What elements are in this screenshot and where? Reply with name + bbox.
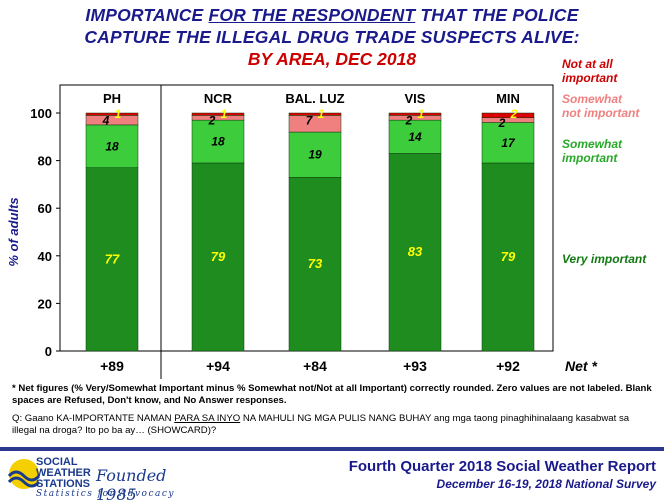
bar-segment	[191, 119, 245, 164]
data-label: 2	[498, 116, 506, 130]
title-line-2: CAPTURE THE ILLEGAL DRUG TRADE SUSPECTS …	[84, 27, 580, 47]
logo-tagline: Statistics for Advocacy	[36, 489, 175, 499]
data-label: 17	[501, 136, 516, 150]
bar-segment	[191, 112, 245, 116]
data-label: 1	[115, 107, 122, 121]
legend-item: Somewhat important	[562, 137, 623, 165]
bar-segment	[288, 115, 342, 133]
data-label: 2	[208, 113, 216, 127]
data-label: 83	[408, 244, 423, 259]
bar-segment	[388, 119, 442, 154]
y-axis-label: % of adults	[6, 197, 21, 266]
net-label: Net *	[565, 358, 597, 374]
logo-line-3: STATIONS	[36, 478, 90, 490]
question-footnote: Q: Gaano KA-IMPORTANTE NAMAN PARA SA INY…	[12, 413, 630, 436]
bar-segment	[288, 112, 342, 116]
bar-segment	[191, 115, 245, 121]
bar-segment	[388, 153, 442, 352]
data-label: 79	[501, 249, 516, 264]
y-tick-label: 0	[45, 344, 52, 359]
category-label: VIS	[405, 91, 426, 106]
bar-segment	[288, 177, 342, 352]
category-label: NCR	[204, 91, 233, 106]
legend-item: Somewhat not important	[562, 92, 640, 120]
legend-item: Not at all important	[562, 57, 618, 85]
bar-segment	[85, 124, 139, 168]
bar-segment	[481, 112, 535, 119]
legend-item: Very important	[562, 252, 647, 266]
logo-line-1: SOCIAL	[36, 456, 78, 468]
data-label: 73	[308, 256, 323, 271]
bar-segment	[481, 162, 535, 352]
y-tick-label: 80	[38, 154, 52, 169]
report-subtitle: December 16-19, 2018 National Survey	[436, 477, 656, 491]
report-title: Fourth Quarter 2018 Social Weather Repor…	[348, 458, 656, 475]
y-tick-label: 100	[30, 106, 52, 121]
bar-segment	[388, 112, 442, 116]
net-value: +84	[303, 358, 327, 374]
category-label: MIN	[496, 91, 520, 106]
data-label: 7	[306, 113, 314, 127]
data-label: 1	[318, 107, 325, 121]
data-label: 77	[105, 251, 120, 266]
net-footnote: * Net figures (% Very/Somewhat Important…	[12, 383, 652, 406]
data-label: 18	[105, 139, 119, 153]
category-label: BAL. LUZ	[285, 91, 344, 106]
logo-line-2: WEATHER	[36, 467, 91, 479]
y-tick-label: 40	[38, 249, 52, 264]
bar-segment	[388, 115, 442, 121]
data-label: 4	[102, 113, 110, 127]
data-label: 79	[211, 249, 226, 264]
bar-segment	[481, 122, 535, 164]
data-label: 2	[405, 113, 413, 127]
data-label: 18	[211, 135, 225, 149]
sws-logo: SOCIAL WEATHER STATIONS Founded 1985 Sta…	[6, 454, 206, 504]
title-line-1: IMPORTANCE FOR THE RESPONDENT THAT THE P…	[85, 5, 579, 25]
data-label: 2	[510, 107, 518, 121]
net-value: +92	[496, 358, 520, 374]
net-value: +93	[403, 358, 427, 374]
data-label: 14	[408, 130, 422, 144]
bar-segment	[85, 112, 139, 116]
category-label: PH	[103, 91, 121, 106]
data-label: 1	[418, 107, 425, 121]
bar-segment	[85, 115, 139, 126]
y-tick-label: 60	[38, 201, 52, 216]
bar-segment	[481, 117, 535, 123]
data-label: 1	[221, 107, 228, 121]
title-line-3: BY AREA, DEC 2018	[247, 49, 417, 69]
sws-emblem-icon	[7, 459, 41, 489]
net-value: +94	[206, 358, 230, 374]
bar-segment	[288, 131, 342, 178]
footer-rule	[0, 447, 664, 451]
chart-title: IMPORTANCE FOR THE RESPONDENT THAT THE P…	[0, 4, 664, 70]
y-tick-label: 20	[38, 296, 52, 311]
net-value: +89	[100, 358, 124, 374]
bar-segment	[85, 167, 139, 352]
data-label: 19	[308, 148, 322, 162]
